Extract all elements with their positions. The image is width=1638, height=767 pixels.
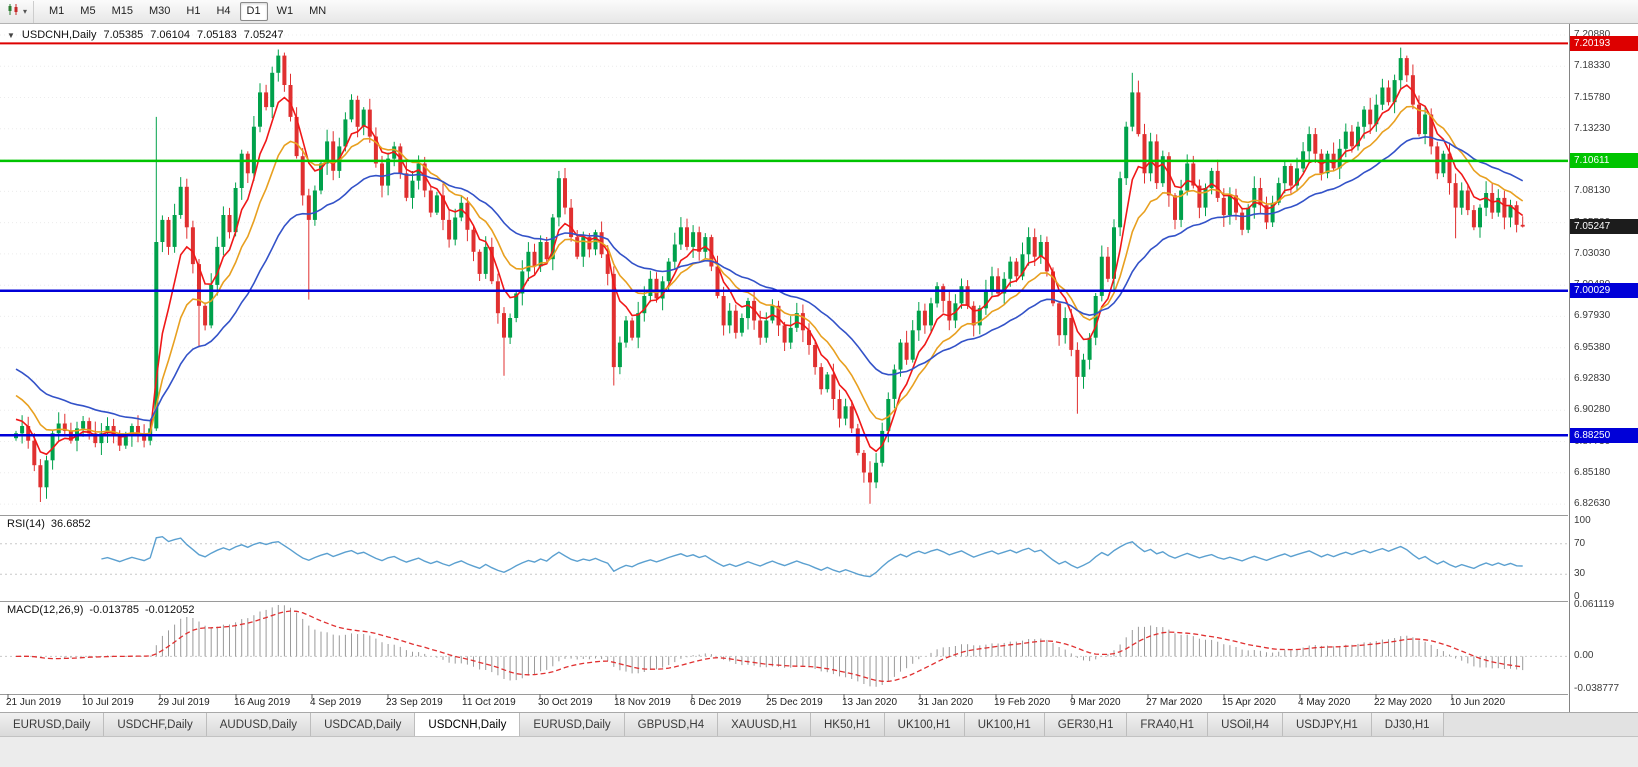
chart-tab-uk100-h1[interactable]: UK100,H1 xyxy=(964,713,1045,736)
price-axis-tick: 6.90280 xyxy=(1574,404,1611,416)
price-axis-tick: 6.85180 xyxy=(1574,466,1611,478)
macd-axis-tick: -0.038777 xyxy=(1574,683,1620,694)
chart-tab-fra40-h1[interactable]: FRA40,H1 xyxy=(1127,713,1209,736)
price-axis-tick: 7.13230 xyxy=(1574,122,1611,134)
tf-button-d1[interactable]: D1 xyxy=(239,2,268,21)
tf-button-m30[interactable]: M30 xyxy=(148,5,171,17)
tf-button-m1[interactable]: M1 xyxy=(49,5,65,17)
chart-tab-usdchf-daily[interactable]: USDCHF,Daily xyxy=(104,713,207,736)
hline-price-label[interactable]: 7.10611 xyxy=(1570,153,1638,169)
rsi-axis-tick: 100 xyxy=(1574,515,1591,526)
tf-button-h4[interactable]: H4 xyxy=(216,5,231,17)
price-axis-tick: 7.18330 xyxy=(1574,60,1611,72)
chart-tab-gbpusd-h4[interactable]: GBPUSD,H4 xyxy=(624,713,719,736)
hline-price-label[interactable]: 6.88250 xyxy=(1570,427,1638,443)
chart-tab-dj30-h1[interactable]: DJ30,H1 xyxy=(1371,713,1444,736)
chart-tab-usoil-h4[interactable]: USOil,H4 xyxy=(1208,713,1283,736)
hline-price-label[interactable]: 7.00029 xyxy=(1570,283,1638,299)
price-axis-tick: 6.92830 xyxy=(1574,372,1611,384)
chart-tab-ger30-h1[interactable]: GER30,H1 xyxy=(1044,713,1128,736)
chart-tab-audusd-daily[interactable]: AUDUSD,Daily xyxy=(206,713,312,736)
price-axis-tick: 7.15780 xyxy=(1574,91,1611,103)
chart-tab-eurusd-daily[interactable]: EURUSD,Daily xyxy=(520,713,625,736)
tf-button-m15[interactable]: M15 xyxy=(111,5,133,17)
tf-button-mn[interactable]: MN xyxy=(309,5,327,17)
price-axis: 7.208807.183307.157807.132307.106807.081… xyxy=(1569,24,1638,712)
candlestick-chart-icon xyxy=(7,3,20,21)
tf-button-h1[interactable]: H1 xyxy=(186,5,201,17)
price-axis-tick: 6.95380 xyxy=(1574,341,1611,353)
chart-window: ▼ USDCNH,Daily 7.05385 7.06104 7.05183 7… xyxy=(0,24,1638,712)
macd-axis-tick: 0.00 xyxy=(1574,650,1594,662)
tf-button-w1[interactable]: W1 xyxy=(276,5,294,17)
chart-tabs-bar: EURUSD,Daily USDCHF,Daily AUDUSD,Daily USDC… xyxy=(0,712,1638,736)
chart-tab-xauusd-h1[interactable]: XAUUSD,H1 xyxy=(718,713,811,736)
chart-tab-eurusd-daily[interactable]: EURUSD,Daily xyxy=(0,713,105,736)
chart-tab-usdcnh-daily[interactable]: USDCNH,Daily xyxy=(415,713,521,736)
price-axis-tick: 6.97930 xyxy=(1574,310,1611,322)
chart-tab-hk50-h1[interactable]: HK50,H1 xyxy=(810,713,885,736)
tf-button-m5[interactable]: M5 xyxy=(80,5,96,17)
bid-price-label[interactable]: 7.05247 xyxy=(1570,219,1638,235)
rsi-axis-tick: 70 xyxy=(1574,537,1586,549)
price-axis-tick: 7.03030 xyxy=(1574,247,1611,259)
price-axis-tick: 7.20880 xyxy=(1574,29,1611,40)
status-bar xyxy=(0,736,1638,767)
chart-tab-uk100-h1[interactable]: UK100,H1 xyxy=(884,713,965,736)
timeframe-toolbar: ▾ M1 M5 M15 M30 H1 H4 D1 W1 MN xyxy=(0,0,1638,24)
rsi-axis-tick: 30 xyxy=(1574,568,1586,580)
chart-type-button[interactable]: ▾ xyxy=(4,0,35,23)
hline-price-label[interactable]: 7.20193 xyxy=(1570,35,1638,51)
chart-tab-usdjpy-h1[interactable]: USDJPY,H1 xyxy=(1283,713,1372,736)
macd-axis-tick: 0.061119 xyxy=(1574,599,1615,610)
rsi-axis-tick: 0 xyxy=(1574,591,1580,602)
price-chart-canvas[interactable] xyxy=(0,24,1568,712)
chevron-down-icon: ▾ xyxy=(23,7,28,16)
chart-tab-usdcad-daily[interactable]: USDCAD,Daily xyxy=(311,713,416,736)
price-axis-tick: 7.08130 xyxy=(1574,185,1611,197)
price-axis-tick: 6.82630 xyxy=(1574,498,1611,510)
timeframe-buttons: M1 M5 M15 M30 H1 H4 D1 W1 MN xyxy=(41,2,334,21)
